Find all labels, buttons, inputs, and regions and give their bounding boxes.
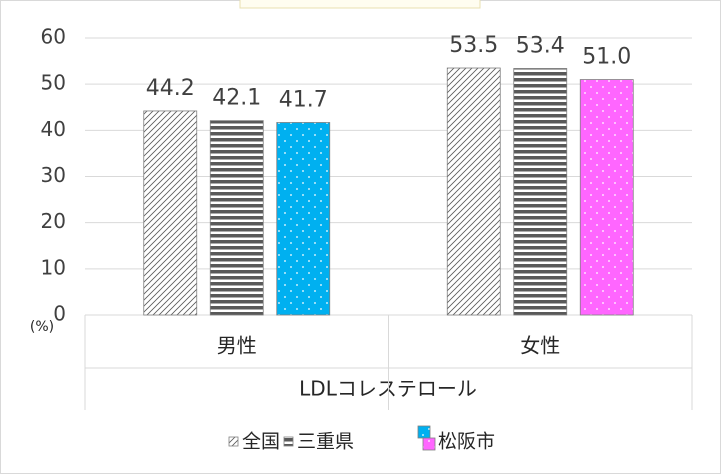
data-label: 41.7 [279, 87, 328, 112]
legend-swatch [228, 436, 239, 447]
bar [513, 68, 568, 316]
data-label: 51.0 [582, 45, 631, 70]
data-label: 53.4 [516, 33, 565, 58]
legend-label: 三重県 [297, 431, 354, 453]
bar [209, 120, 264, 316]
y-tick-label: 10 [41, 255, 66, 279]
legend-swatch [422, 437, 436, 451]
x-tick-label: 男性 [217, 334, 257, 358]
y-tick-label: 20 [41, 209, 66, 233]
legend-label: 全国 [242, 431, 280, 453]
data-label: 44.2 [146, 76, 195, 101]
title-box [239, 0, 481, 9]
bar [446, 67, 501, 316]
legend-swatch [417, 425, 431, 439]
bar [143, 110, 198, 316]
x-tick-label: 女性 [520, 334, 560, 358]
data-label: 42.1 [212, 86, 261, 111]
y-tick-label: 40 [41, 117, 66, 141]
bar [276, 122, 331, 316]
y-unit: (%) [30, 319, 54, 335]
y-tick-label: 50 [41, 71, 66, 95]
data-label: 53.5 [449, 33, 498, 58]
bar [579, 79, 634, 316]
y-tick-label: 0 [53, 302, 66, 326]
legend-label: 松阪市 [438, 431, 495, 453]
y-tick-label: 60 [41, 25, 66, 49]
legend-swatch [283, 436, 294, 447]
y-tick-label: 30 [41, 163, 66, 187]
